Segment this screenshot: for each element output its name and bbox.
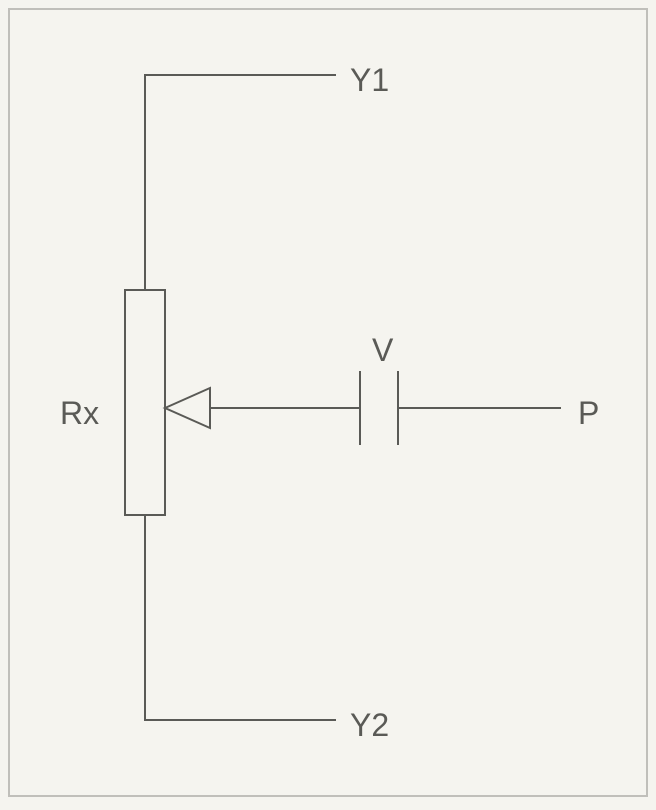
label-p: P [578, 395, 599, 432]
label-y1: Y1 [350, 62, 389, 99]
label-rx: Rx [60, 395, 99, 432]
label-y2: Y2 [350, 707, 389, 744]
label-v: V [372, 332, 393, 369]
diagram-border [8, 8, 648, 797]
circuit-diagram: Y1 Y2 P Rx V [0, 0, 656, 805]
